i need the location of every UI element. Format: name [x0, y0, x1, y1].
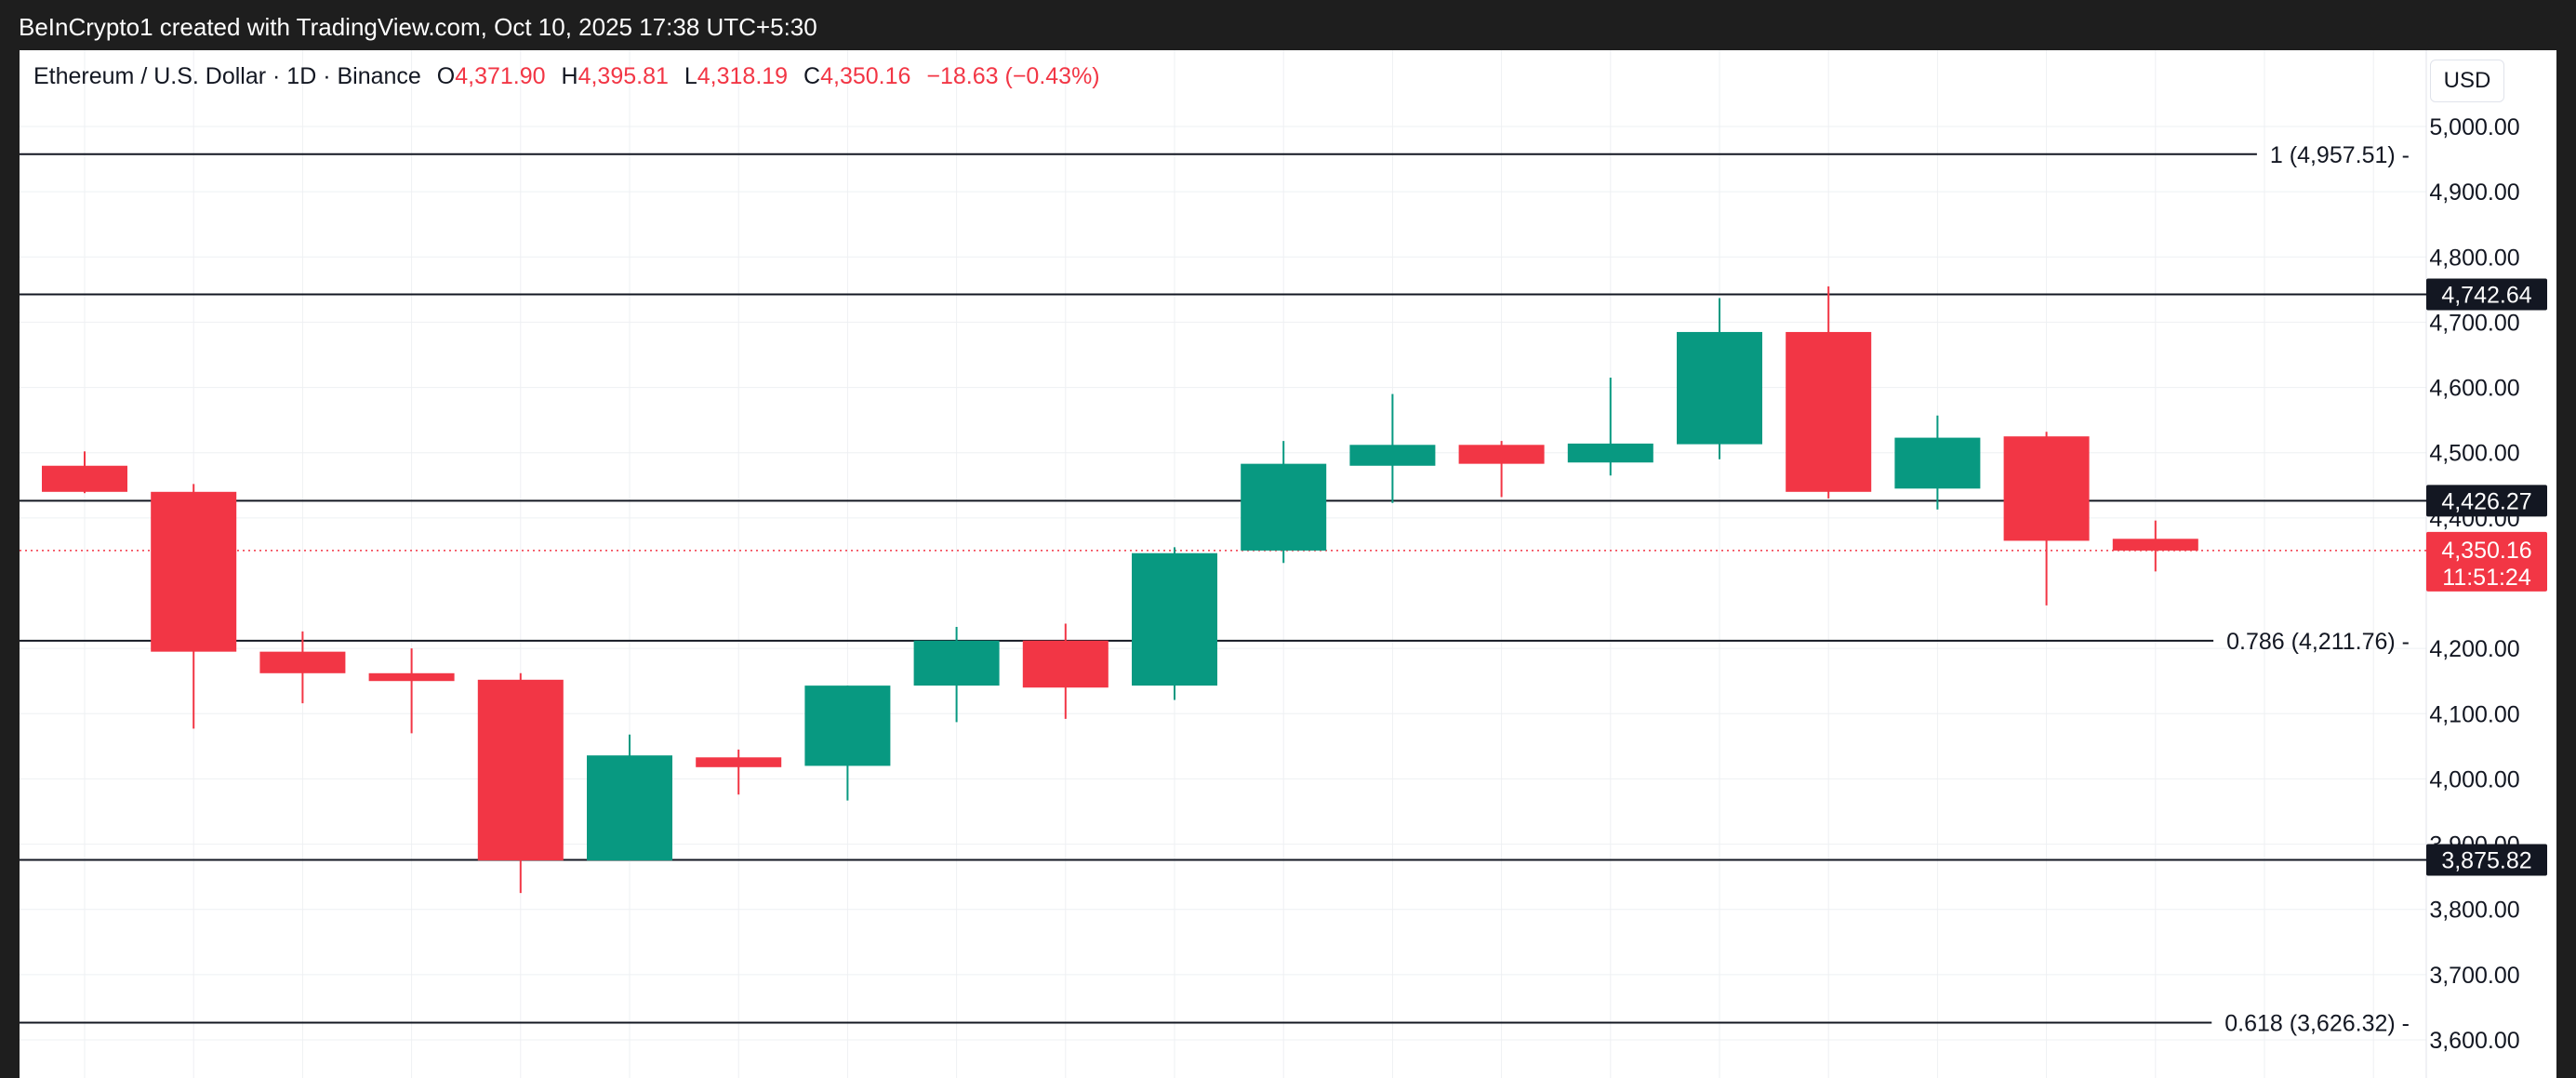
- fib-level-label: 1 (4,957.51) -: [2270, 142, 2410, 168]
- grid: [20, 50, 2427, 1078]
- candle-body[interactable]: [913, 640, 1000, 686]
- candle-body[interactable]: [1677, 331, 1762, 445]
- candle[interactable]: [2112, 520, 2198, 572]
- level-price-badge: [2426, 278, 2547, 311]
- candle-body[interactable]: [1241, 463, 1327, 551]
- fib-level-label: 0.618 (3,626.32) -: [2224, 1011, 2410, 1037]
- y-tick-label: 4,100.00: [2429, 701, 2519, 727]
- level-price-badge: [2426, 844, 2547, 876]
- candle-body[interactable]: [1894, 437, 1981, 489]
- candle-body[interactable]: [368, 672, 455, 682]
- candle-body[interactable]: [1786, 331, 1872, 492]
- y-tick-label: 4,800.00: [2429, 245, 2519, 271]
- candle-body[interactable]: [1458, 445, 1545, 464]
- candle[interactable]: [587, 734, 672, 861]
- candle-body[interactable]: [42, 465, 127, 492]
- candles[interactable]: [42, 286, 2198, 894]
- candle[interactable]: [1677, 298, 1762, 459]
- bar-countdown-timer: 11:51:24: [2442, 565, 2531, 591]
- candle-body[interactable]: [2112, 539, 2198, 551]
- candle[interactable]: [1786, 286, 1872, 499]
- candle[interactable]: [42, 451, 127, 494]
- level-price-badge-text: 4,742.64: [2441, 283, 2531, 309]
- candle[interactable]: [913, 626, 1000, 723]
- y-tick-label: 4,700.00: [2429, 310, 2519, 336]
- candle[interactable]: [259, 631, 346, 704]
- close-label: C: [803, 63, 821, 89]
- price-chart[interactable]: 1 (4,957.51) - 0.786 (4,211.76) - 0.618 (3…: [20, 50, 2556, 1078]
- symbol-title: Ethereum / U.S. Dollar · 1D · Binance: [33, 63, 421, 89]
- change-value: −18.63 (−0.43%): [926, 63, 1100, 89]
- candle-body[interactable]: [151, 491, 237, 652]
- horizontal-levels: 1 (4,957.51) - 0.786 (4,211.76) - 0.618 (3…: [20, 142, 2426, 1037]
- candle-body[interactable]: [804, 685, 891, 766]
- symbol-legend: Ethereum / U.S. Dollar · 1D · Binance O4…: [33, 63, 1100, 90]
- attribution-text: BeInCrypto1 created with TradingView.com…: [19, 13, 817, 41]
- candle[interactable]: [2003, 432, 2090, 606]
- candle-body[interactable]: [1022, 640, 1109, 688]
- open-label: O: [436, 63, 456, 89]
- candle[interactable]: [1458, 441, 1545, 498]
- attribution-bar: BeInCrypto1 created with TradingView.com…: [0, 0, 2576, 50]
- candle-body[interactable]: [1349, 445, 1436, 466]
- high-value: 4,395.81: [578, 63, 669, 89]
- candle-body[interactable]: [2003, 436, 2090, 541]
- y-tick-label: 5,000.00: [2429, 114, 2519, 140]
- candle-body[interactable]: [696, 757, 782, 767]
- y-tick-label: 3,600.00: [2429, 1028, 2519, 1054]
- candle[interactable]: [368, 648, 455, 734]
- candle-body[interactable]: [1132, 552, 1217, 686]
- open-value: 4,371.90: [455, 63, 546, 89]
- high-label: H: [561, 63, 578, 89]
- level-price-badge-text: 3,875.82: [2441, 848, 2531, 874]
- candle[interactable]: [804, 685, 891, 801]
- y-tick-label: 4,900.00: [2429, 180, 2519, 206]
- fib-level-label: 0.786 (4,211.76) -: [2226, 629, 2410, 655]
- close-value: 4,350.16: [820, 63, 911, 89]
- candle[interactable]: [1132, 547, 1217, 700]
- y-tick-label: 4,500.00: [2429, 441, 2519, 467]
- candle-body[interactable]: [1567, 443, 1653, 463]
- low-value: 4,318.19: [697, 63, 789, 89]
- candle-body[interactable]: [477, 679, 564, 861]
- price-axis[interactable]: 5,000.00 4,900.00 4,800.00 4,700.00 4,600.00…: [2426, 114, 2547, 1054]
- candle[interactable]: [1241, 441, 1327, 564]
- candle[interactable]: [1349, 393, 1436, 503]
- candle-body[interactable]: [259, 651, 346, 673]
- y-tick-label: 4,600.00: [2429, 376, 2519, 402]
- y-tick-label: 4,200.00: [2429, 636, 2519, 662]
- level-price-badge: [2426, 485, 2547, 517]
- y-tick-label: 3,700.00: [2429, 963, 2519, 989]
- candle[interactable]: [151, 484, 237, 729]
- level-price-badge-text: 4,426.27: [2441, 488, 2531, 514]
- last-price-badge: [2426, 531, 2547, 592]
- low-label: L: [684, 63, 697, 89]
- candle[interactable]: [1022, 623, 1109, 719]
- y-tick-label: 4,000.00: [2429, 766, 2519, 792]
- candle[interactable]: [1567, 378, 1653, 476]
- y-tick-label: 3,800.00: [2429, 898, 2519, 924]
- candle[interactable]: [1894, 415, 1981, 510]
- candle[interactable]: [696, 749, 782, 795]
- last-price-value: 4,350.16: [2441, 538, 2531, 564]
- candle-body[interactable]: [587, 755, 672, 861]
- currency-button[interactable]: USD: [2430, 60, 2504, 102]
- candle[interactable]: [477, 672, 564, 894]
- chart-panel[interactable]: 1 (4,957.51) - 0.786 (4,211.76) - 0.618 (3…: [20, 50, 2556, 1078]
